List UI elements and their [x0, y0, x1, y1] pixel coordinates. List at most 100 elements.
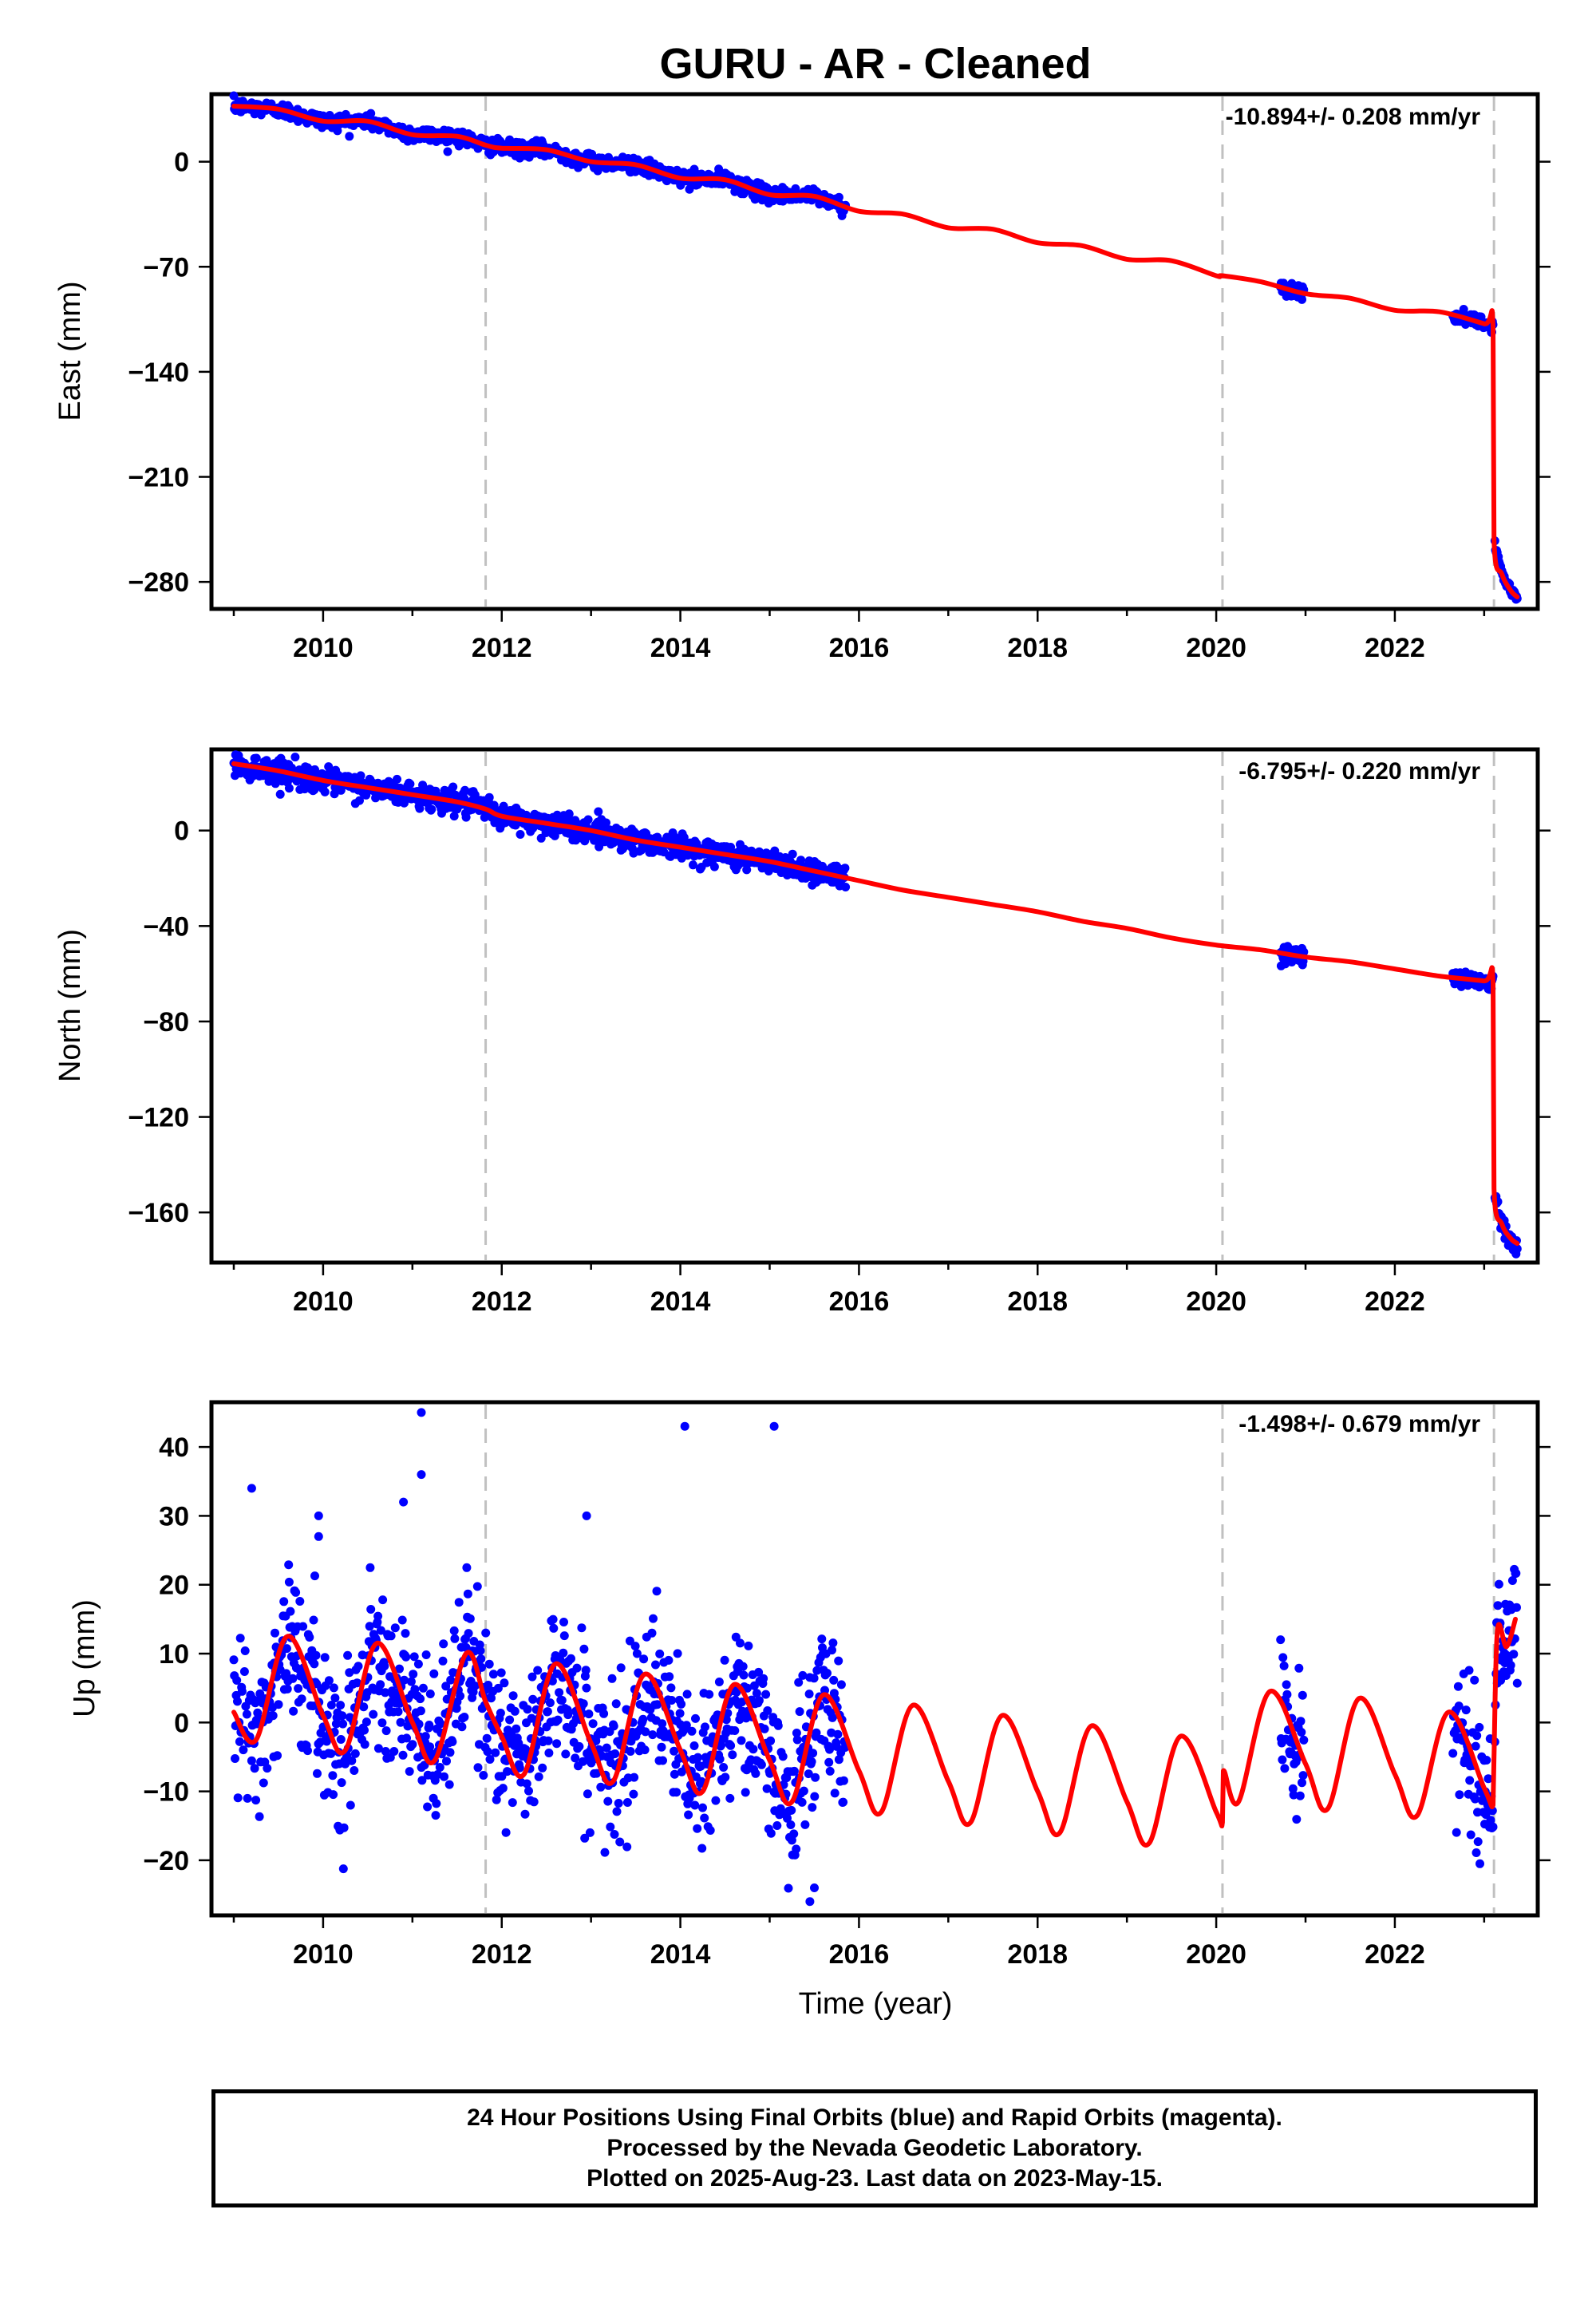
observation-point — [714, 164, 724, 174]
observation-point — [511, 820, 520, 830]
observation-point — [1297, 1728, 1306, 1737]
observation-point — [463, 1589, 472, 1599]
observation-point — [373, 1611, 383, 1621]
observation-point — [807, 1757, 816, 1766]
outlier-point — [769, 1421, 779, 1431]
observation-point — [701, 1722, 709, 1732]
panel-east-rate-label: -10.894+/- 0.208 mm/yr — [1226, 104, 1481, 130]
observation-point — [298, 1622, 308, 1631]
observation-point — [691, 1713, 700, 1723]
observation-point — [416, 1694, 425, 1704]
observation-point — [282, 1644, 291, 1654]
observation-point — [444, 1780, 454, 1789]
observation-point — [328, 1771, 338, 1780]
observation-point — [457, 1722, 467, 1732]
observation-point — [441, 1682, 451, 1691]
observation-point — [681, 1721, 691, 1730]
observation-point — [533, 1666, 543, 1675]
y-tick-label: −40 — [143, 911, 189, 942]
observation-point — [639, 1654, 649, 1664]
observation-point — [484, 792, 494, 802]
observation-point — [356, 771, 365, 781]
observation-point — [253, 1708, 263, 1717]
observation-point — [553, 1715, 563, 1725]
observation-point — [255, 1812, 264, 1821]
observation-point — [336, 1735, 346, 1744]
observation-point — [760, 1724, 769, 1733]
observation-point — [612, 1807, 622, 1816]
observation-point — [479, 1771, 488, 1780]
observation-point — [1298, 294, 1306, 304]
panel-up-y-axis-label: Up (mm) — [68, 1599, 101, 1717]
observation-point — [1453, 1682, 1463, 1691]
observation-point — [778, 1752, 788, 1761]
observation-point — [833, 1729, 843, 1739]
observation-point — [794, 1678, 804, 1687]
observation-point — [290, 753, 300, 762]
outlier-point — [805, 1897, 815, 1907]
observation-point — [1470, 1675, 1479, 1685]
observation-point — [240, 1646, 250, 1655]
observation-point — [1455, 1790, 1464, 1800]
observation-point — [282, 1669, 291, 1678]
observation-point — [737, 1697, 747, 1707]
observation-point — [484, 1681, 493, 1690]
observation-point — [360, 1725, 369, 1735]
observation-point — [354, 1662, 363, 1671]
observation-point — [1473, 1837, 1483, 1847]
observation-point — [738, 1662, 748, 1671]
observation-point — [783, 1813, 792, 1823]
footer-caption-box: 24 Hour Positions Using Final Orbits (bl… — [211, 2089, 1538, 2207]
observation-point — [658, 1756, 667, 1765]
observation-point — [693, 1753, 702, 1762]
x-tick-label: 2020 — [1186, 633, 1246, 663]
observation-point — [366, 109, 376, 118]
observation-point — [485, 1755, 495, 1764]
observation-point — [235, 1634, 245, 1643]
observation-point — [684, 1810, 693, 1820]
panel-east: 2010 2012 2014 2016 2018 2020 2022 0 −70 −140 −210… — [53, 91, 1551, 663]
observation-point — [575, 1741, 584, 1751]
observation-point — [522, 1779, 531, 1788]
observation-point — [450, 1634, 460, 1643]
observation-point — [798, 1670, 808, 1680]
observation-point — [538, 1763, 547, 1773]
observation-point — [361, 1717, 371, 1727]
observation-point — [715, 1754, 725, 1764]
observation-point — [401, 1652, 411, 1662]
observation-point — [581, 1666, 591, 1675]
observation-point — [476, 1646, 485, 1655]
observation-point — [381, 1688, 390, 1697]
x-tick-label: 2016 — [829, 1939, 890, 1970]
observation-point — [839, 1776, 848, 1785]
observation-point — [338, 1719, 348, 1729]
observation-point — [396, 1717, 405, 1727]
observation-point — [610, 1749, 620, 1758]
observation-point — [603, 1796, 613, 1806]
y-tick-label: 0 — [174, 148, 189, 178]
y-tick-label: −20 — [143, 1846, 189, 1876]
observation-point — [498, 1784, 508, 1793]
observation-point — [732, 1687, 741, 1697]
observation-point — [607, 1674, 617, 1683]
observation-point — [792, 1729, 801, 1737]
y-tick-label: −120 — [128, 1103, 189, 1133]
observation-point — [520, 1809, 530, 1819]
observation-point — [326, 1749, 336, 1758]
observation-point — [582, 1683, 591, 1693]
observation-point — [673, 1649, 682, 1658]
observation-point — [641, 1727, 650, 1737]
observation-point — [652, 1587, 662, 1596]
panel-north: 2010 2012 2014 2016 2018 2020 2022 0 −40 −80 −120 −… — [53, 747, 1551, 1317]
observation-point — [689, 1741, 699, 1750]
outlier-point — [314, 1511, 323, 1520]
observation-point — [1512, 1678, 1522, 1688]
observation-point — [259, 1778, 268, 1788]
observation-point — [501, 1828, 511, 1837]
observation-point — [273, 1751, 282, 1761]
observation-point — [448, 782, 458, 792]
observation-point — [649, 1614, 658, 1623]
observation-point — [488, 1670, 498, 1679]
x-tick-label: 2014 — [650, 1286, 711, 1317]
observation-point — [229, 1655, 239, 1665]
